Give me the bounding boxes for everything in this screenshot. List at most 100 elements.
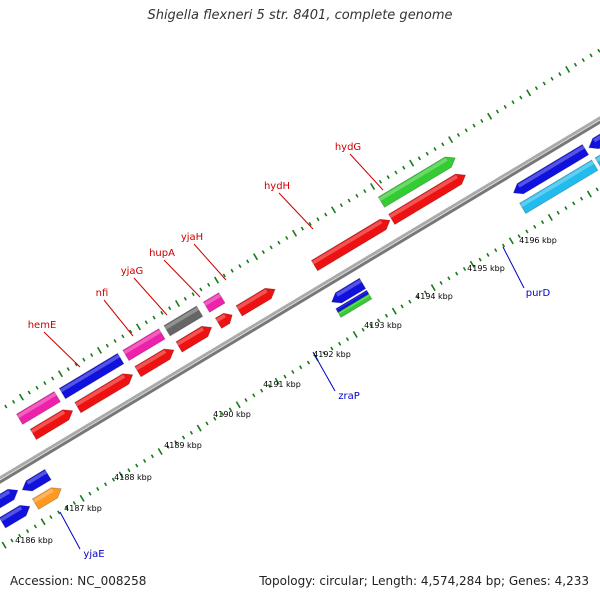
reverse-tick-26	[205, 421, 209, 426]
forward-tick-27	[152, 315, 156, 320]
gene-feature-hydH-body	[310, 218, 391, 272]
forward-tick-45	[292, 229, 298, 237]
forward-tick-33	[199, 287, 203, 292]
scale-label-6: 4192 kbp	[313, 350, 351, 359]
gene-feature-blue-b	[0, 504, 31, 529]
scale-labels: 4186 kbp 4187 kbp 4188 kbp 4189 kbp 4190 kbp…	[15, 236, 557, 545]
reverse-tick-track	[1, 187, 599, 549]
forward-tick-77	[542, 81, 546, 86]
reverse-tick-74	[579, 196, 584, 201]
forward-tick-12	[35, 385, 39, 390]
reverse-tick-28	[220, 412, 225, 417]
gene-label-hydG: hydG	[335, 142, 361, 153]
reverse-tick-20	[157, 448, 163, 456]
forward-tick-21	[105, 343, 109, 348]
gene-label-purD: purD	[526, 288, 551, 299]
gene-feature-magenta-2-highlight	[203, 293, 222, 306]
reverse-tick-72	[564, 206, 568, 211]
forward-tick-18	[82, 357, 86, 362]
forward-tick-52	[347, 198, 351, 203]
leader-hupA	[163, 259, 201, 298]
gene-feature-red-2-body	[74, 373, 134, 414]
forward-tick-36	[222, 273, 226, 278]
forward-tick-13	[43, 381, 47, 386]
reverse-tick-22	[174, 440, 178, 445]
forward-tick-34	[207, 282, 211, 287]
reverse-tick-16	[127, 468, 131, 473]
forward-tick-67	[464, 128, 468, 133]
reverse-tick-21	[166, 444, 170, 449]
reverse-tick-65	[508, 237, 514, 245]
gene-label-yjaG: yjaG	[121, 266, 144, 277]
gene-feature-yjaE-body	[31, 487, 62, 510]
forward-tick-68	[472, 123, 476, 128]
reverse-tick-58	[455, 271, 459, 276]
reverse-tick-53	[416, 295, 420, 299]
gene-feature-red-1	[29, 409, 74, 441]
backbone-line-1	[0, 120, 600, 484]
accession-text: Accession: NC_008258	[10, 574, 147, 588]
gene-feature-red-2	[74, 373, 134, 414]
forward-tick-49	[324, 212, 328, 217]
gene-feature-red-1-highlight	[30, 410, 66, 434]
reverse-tick-63	[494, 248, 498, 253]
gene-feature-blue-1-highlight	[59, 354, 120, 393]
gene-feature-blue-4-body	[588, 133, 600, 150]
gene-feature-blue-a-highlight	[0, 490, 11, 500]
gene-feature-blue-3-body	[335, 289, 370, 313]
gene-feature-yjaG-body	[163, 305, 204, 337]
reverse-tick-41	[322, 351, 326, 356]
gene-label-yjaE: yjaE	[83, 549, 104, 560]
reverse-tick-14	[111, 477, 115, 482]
scale-label-5: 4191 kbp	[263, 380, 301, 389]
gene-feature-hydG-highlight	[378, 157, 448, 201]
forward-tick-57	[386, 175, 390, 180]
forward-tick-53	[355, 193, 359, 198]
reverse-tick-0	[1, 541, 7, 549]
forward-tick-23	[121, 334, 125, 339]
scale-label-10: 4196 kbp	[519, 236, 557, 245]
gene-feature-yjaG-highlight	[164, 307, 199, 330]
forward-tick-39	[246, 259, 250, 264]
forward-tick-track	[4, 48, 600, 409]
gene-feature-red-3-body	[134, 348, 175, 378]
reverse-tick-6	[49, 515, 53, 520]
reverse-tick-47	[369, 323, 373, 328]
forward-tick-74	[519, 95, 523, 100]
forward-tick-84	[597, 48, 600, 53]
gene-feature-cyan-2-body	[594, 154, 600, 167]
reverse-tick-36	[283, 374, 287, 379]
gene-feature-hemE-body	[15, 390, 61, 425]
forward-tick-8	[4, 404, 8, 409]
gene-feature-cyan-2	[594, 154, 600, 167]
gene-feature-red-3	[134, 348, 175, 378]
reverse-tick-5	[40, 518, 46, 526]
gene-feature-red-3-highlight	[135, 349, 167, 371]
forward-tick-31	[183, 296, 187, 301]
forward-tick-60	[409, 159, 415, 167]
reverse-tick-17	[135, 463, 139, 468]
reverse-tick-18	[142, 458, 147, 463]
leader-nfi	[103, 299, 134, 337]
forward-tick-29	[168, 306, 172, 311]
reverse-tick-43	[338, 341, 342, 346]
forward-tick-20	[96, 346, 103, 354]
reverse-tick-68	[533, 224, 537, 229]
gene-feature-yjaH-body	[235, 287, 276, 317]
gene-label-yjaH: yjaH	[181, 232, 203, 243]
gene-feature-blue-2-highlight	[336, 279, 362, 297]
leader-yjaE	[59, 511, 81, 550]
leader-hydH	[278, 192, 314, 230]
forward-tick-43	[277, 240, 281, 245]
forward-tick-61	[417, 156, 422, 161]
forward-tick-56	[378, 179, 382, 184]
reverse-tick-32	[252, 393, 256, 398]
reverse-tick-23	[181, 435, 186, 440]
gene-label-nfi: nfi	[96, 288, 109, 299]
reverse-tick-35	[274, 377, 280, 385]
gene-feature-red-4	[175, 325, 213, 353]
reverse-tick-54	[423, 290, 428, 295]
forward-tick-51	[339, 203, 343, 208]
gene-feature-blue-1	[58, 352, 125, 400]
gene-feature-blue-c	[21, 468, 52, 492]
